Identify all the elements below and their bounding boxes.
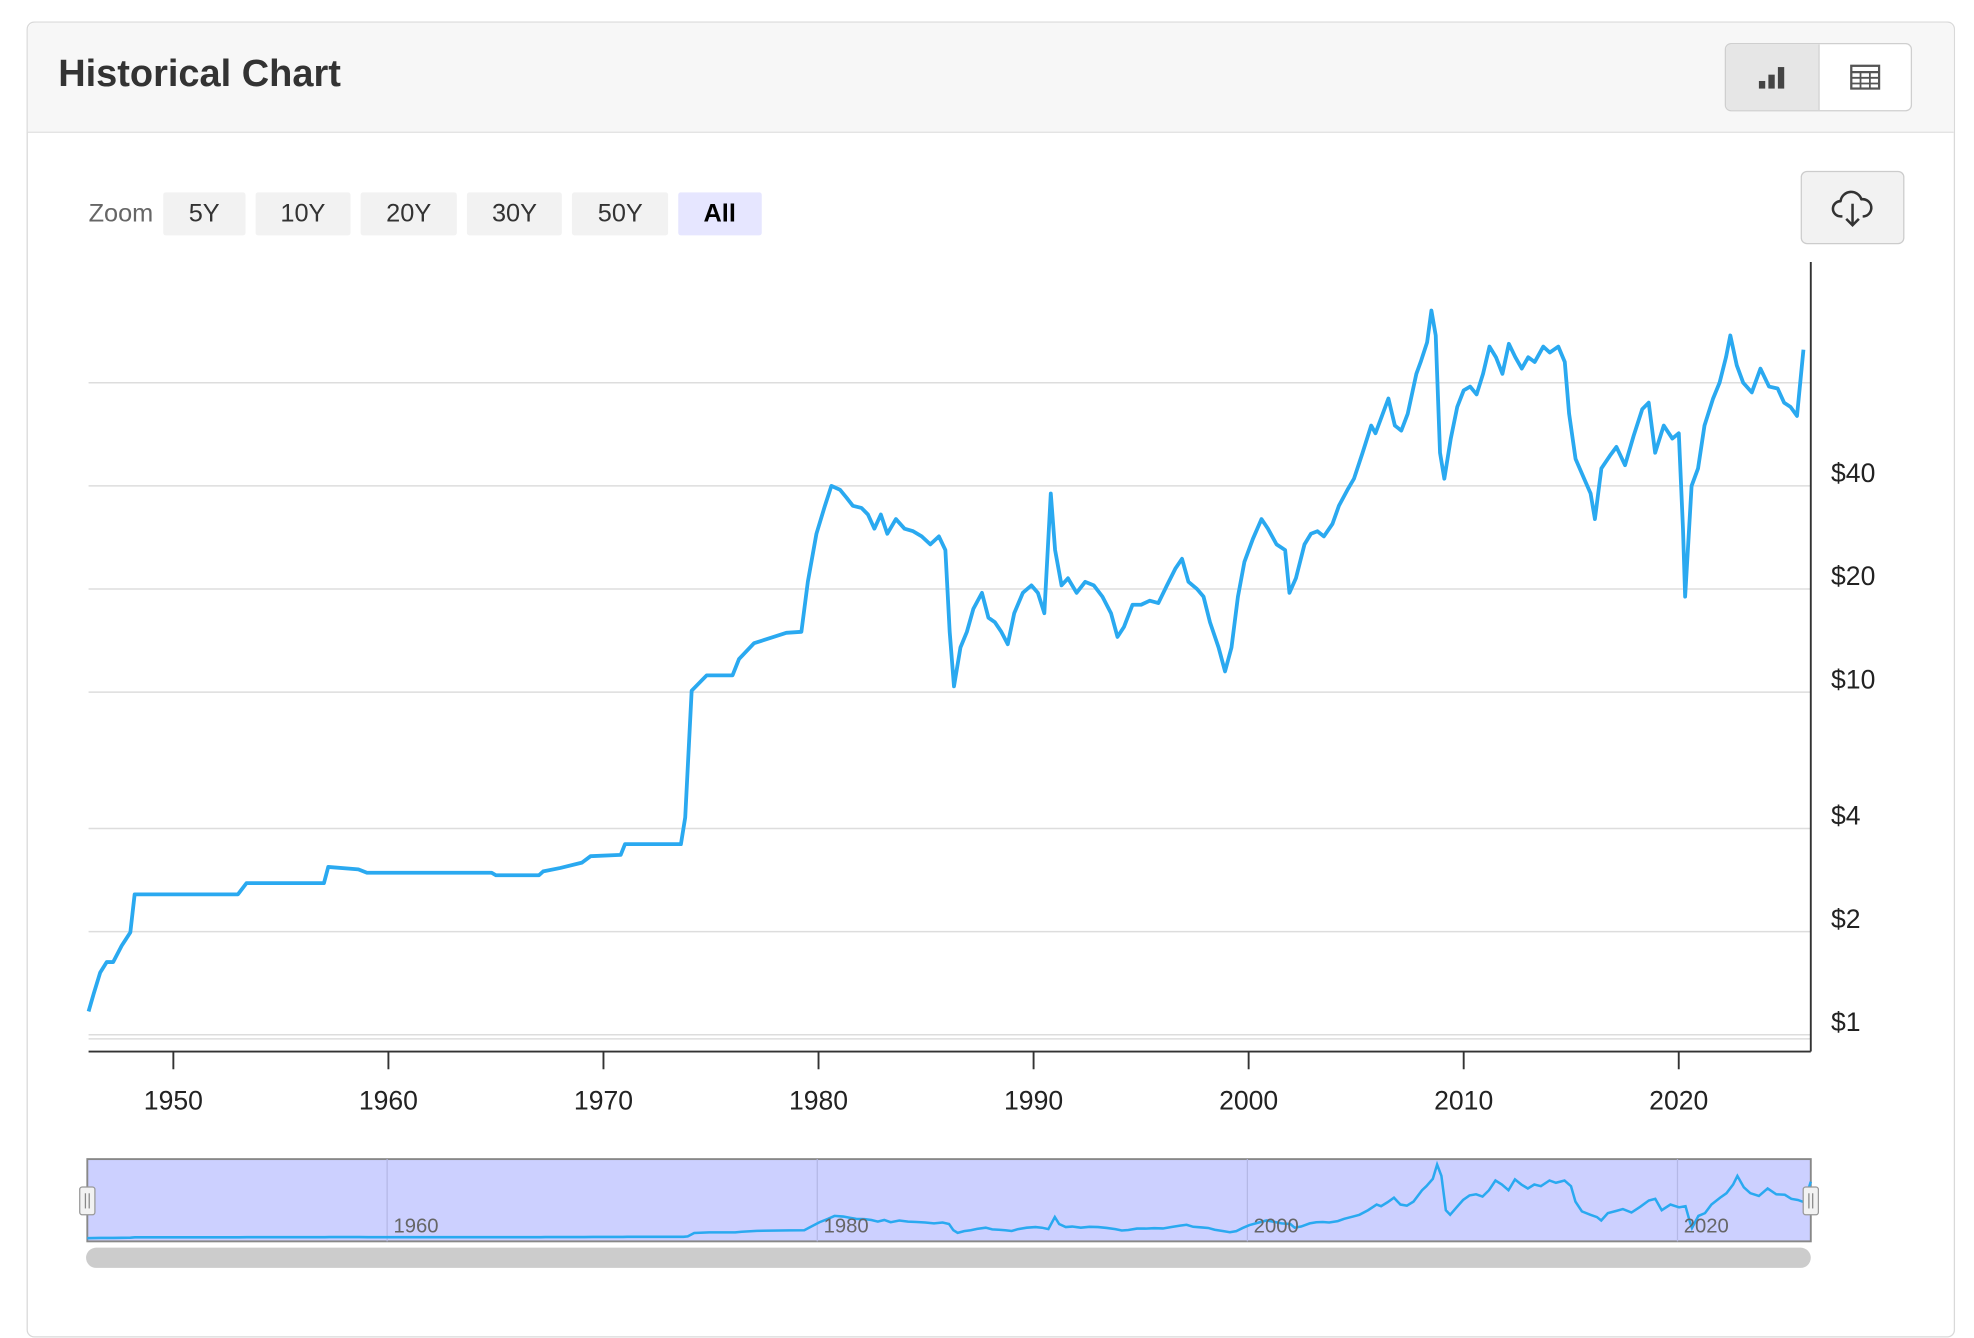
zoom-bar: Zoom 5Y 10Y 20Y 30Y 50Y All [88, 192, 772, 236]
y-tick-label: $20 [1831, 561, 1875, 591]
y-tick-label: $10 [1831, 664, 1875, 694]
zoom-50y-button[interactable]: 50Y [572, 192, 669, 236]
price-line [86, 308, 1806, 1012]
navigator-left-handle[interactable] [79, 1186, 96, 1216]
table-view-button[interactable] [1817, 44, 1911, 111]
table-icon [1849, 64, 1880, 90]
x-tick-label: 1990 [1004, 1086, 1063, 1116]
y-tick-label: $2 [1831, 904, 1861, 934]
cloud-download-icon [1831, 190, 1873, 228]
x-tick-label: 2000 [1219, 1086, 1278, 1116]
navigator-label: 2020 [1684, 1215, 1729, 1237]
navigator-labels: 1960 1980 2000 2020 [393, 1215, 1728, 1237]
navigator-grid [386, 1159, 1679, 1242]
x-tick-label: 2020 [1649, 1086, 1708, 1116]
panel-header: Historical Chart [27, 22, 1954, 133]
y-axis-labels: $1 $2 $4 $10 $20 $40 [1831, 458, 1875, 1037]
zoom-30y-button[interactable]: 30Y [466, 192, 563, 236]
navigator-selection[interactable] [86, 1158, 1812, 1243]
range-navigator[interactable]: 1960 1980 2000 2020 [79, 1158, 1820, 1243]
zoom-20y-button[interactable]: 20Y [360, 192, 457, 236]
x-tick-label: 1980 [789, 1086, 848, 1116]
chart-panel: Historical Chart [26, 21, 1956, 1338]
horizontal-scrollbar[interactable] [86, 1247, 1811, 1268]
y-tick-label: $4 [1831, 801, 1861, 831]
navigator-label: 1960 [393, 1215, 438, 1237]
x-axis-ticks: 1950 1960 1970 1980 1990 2000 2010 2020 [144, 1051, 1708, 1116]
navigator-label: 2000 [1254, 1215, 1299, 1237]
chart-view-button[interactable] [1726, 44, 1818, 111]
zoom-label: Zoom [88, 199, 154, 228]
view-toggle [1724, 43, 1913, 112]
navigator-right-handle[interactable] [1802, 1186, 1820, 1216]
navigator-label: 1980 [824, 1215, 869, 1237]
x-tick-label: 1970 [574, 1086, 633, 1116]
page-title: Historical Chart [58, 53, 341, 95]
download-button[interactable] [1800, 170, 1905, 245]
grid-lines [88, 382, 1811, 1040]
zoom-all-button[interactable]: All [678, 192, 762, 236]
y-tick-label: $1 [1831, 1007, 1861, 1037]
x-tick-label: 1960 [359, 1086, 418, 1116]
bar-chart-icon [1759, 67, 1785, 89]
y-tick-label: $40 [1831, 458, 1875, 488]
x-tick-label: 1950 [144, 1086, 203, 1116]
zoom-5y-button[interactable]: 5Y [163, 192, 245, 236]
x-tick-label: 2010 [1434, 1086, 1493, 1116]
navigator-line [87, 1160, 1812, 1240]
zoom-10y-button[interactable]: 10Y [255, 192, 351, 236]
